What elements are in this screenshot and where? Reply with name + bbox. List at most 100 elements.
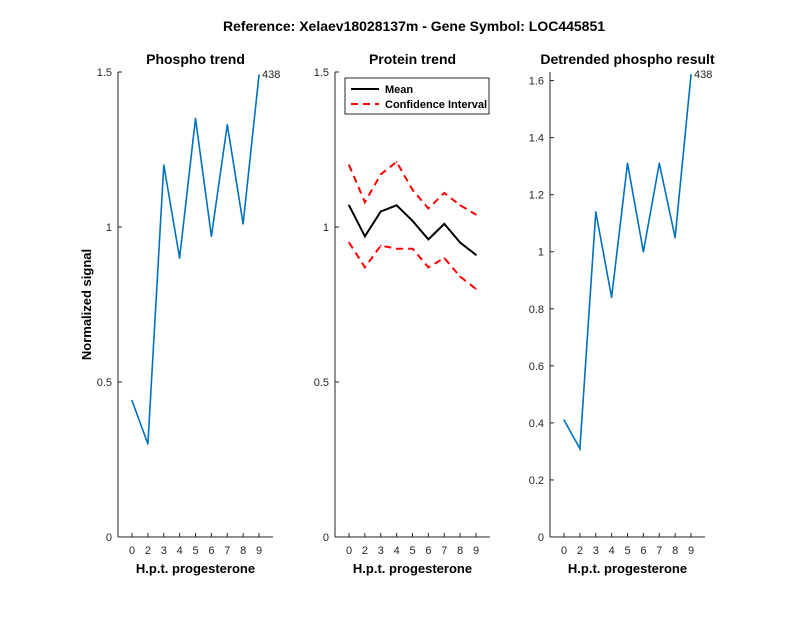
data-point (459, 204, 461, 207)
data-point (411, 220, 414, 222)
data-point (364, 266, 366, 269)
y-tick-label: 0 (323, 532, 329, 544)
data-point (178, 257, 181, 259)
panel-3: Detrended phospho result 0 0.2 0.4 0.6 0.8 1 1.… (529, 51, 715, 576)
x-tick-label: 7 (224, 545, 230, 557)
x-tick-label: 2 (362, 545, 368, 557)
data-point (395, 204, 398, 207)
y-tick-label: 0.2 (529, 475, 544, 487)
figure-title: Reference: Xelaev18028137m - Gene Symbol… (223, 18, 605, 34)
legend-label: Confidence Interval (385, 99, 487, 111)
data-point (427, 266, 430, 269)
y-tick-label: 0.8 (529, 304, 544, 316)
data-point (610, 296, 613, 299)
data-point (411, 189, 414, 191)
data-point (147, 443, 149, 445)
data-point (658, 162, 661, 165)
data-point (642, 250, 645, 253)
x-tick-label: 8 (240, 545, 246, 557)
x-tick-label: 4 (177, 545, 183, 557)
x-tick-label: 6 (640, 545, 646, 557)
data-point (594, 210, 597, 213)
series-line-1 (131, 75, 260, 445)
y-tick-label: 0.4 (529, 418, 544, 430)
x-tick-label: 4 (609, 545, 615, 557)
x-tick-label: 0 (129, 545, 135, 557)
data-point (162, 164, 165, 166)
data-point (364, 201, 366, 203)
data-point (379, 210, 382, 213)
panel-title: Detrended phospho result (540, 51, 715, 67)
x-tick-label: 7 (656, 545, 662, 557)
y-tick-label: 0.6 (529, 361, 544, 373)
data-point (210, 235, 213, 238)
series-line-1 (348, 204, 477, 256)
y-tick-label: 0.5 (314, 377, 329, 389)
panel-title: Phospho trend (146, 51, 245, 67)
x-tick-label: 7 (441, 545, 447, 557)
point-annotation: 438 (262, 69, 280, 81)
y-tick-label: 1 (106, 222, 112, 234)
data-point (395, 247, 398, 250)
data-point (459, 275, 461, 278)
point-annotation: 438 (694, 69, 712, 81)
data-point (443, 223, 446, 225)
x-tick-label: 3 (161, 545, 167, 557)
x-tick-label: 2 (145, 545, 151, 557)
data-point (475, 254, 477, 256)
x-tick-label: 3 (378, 545, 384, 557)
data-point (579, 447, 581, 450)
series-line-1 (563, 74, 692, 452)
y-tick-label: 0.5 (97, 377, 112, 389)
data-point (690, 74, 692, 76)
x-tick-label: 9 (256, 545, 262, 557)
y-tick-label: 0 (538, 532, 544, 544)
data-point (443, 192, 446, 194)
y-tick-label: 1.5 (314, 67, 329, 79)
data-point (348, 204, 350, 207)
data-point (131, 399, 133, 402)
data-point (459, 241, 461, 244)
data-point (348, 164, 350, 166)
x-tick-label: 5 (624, 545, 630, 557)
y-tick-label: 1.4 (529, 133, 544, 145)
x-tick-label: 6 (208, 545, 214, 557)
data-point (364, 235, 366, 238)
data-point (194, 117, 197, 120)
x-tick-label: 0 (346, 545, 352, 557)
data-point (348, 241, 350, 244)
x-tick-label: 3 (593, 545, 599, 557)
data-point (379, 244, 382, 247)
y-tick-label: 0 (106, 532, 112, 544)
y-axis-label: Normalized signal (79, 249, 94, 360)
data-point (395, 161, 398, 163)
y-tick-label: 1.2 (529, 190, 544, 202)
data-point (427, 207, 430, 210)
y-tick-label: 1 (538, 247, 544, 259)
x-tick-label: 0 (561, 545, 567, 557)
x-axis-label: H.p.t. progesterone (136, 561, 255, 576)
data-point (258, 74, 260, 76)
legend-box (344, 77, 490, 115)
x-axis-label: H.p.t. progesterone (353, 561, 472, 576)
y-tick-label: 1 (323, 222, 329, 234)
y-tick-label: 1.6 (529, 76, 544, 88)
series-line-2 (348, 160, 477, 216)
x-tick-label: 5 (409, 545, 415, 557)
data-point (411, 247, 414, 250)
legend: Mean Confidence Interval (344, 77, 490, 115)
x-tick-label: 2 (577, 545, 583, 557)
data-point (563, 419, 565, 421)
data-point (226, 123, 229, 126)
x-tick-label: 8 (457, 545, 463, 557)
data-point (379, 173, 382, 176)
data-point (475, 213, 477, 216)
panel-title: Protein trend (369, 51, 456, 67)
x-tick-label: 6 (425, 545, 431, 557)
data-point (626, 162, 629, 165)
x-tick-label: 8 (672, 545, 678, 557)
data-point (475, 288, 477, 290)
